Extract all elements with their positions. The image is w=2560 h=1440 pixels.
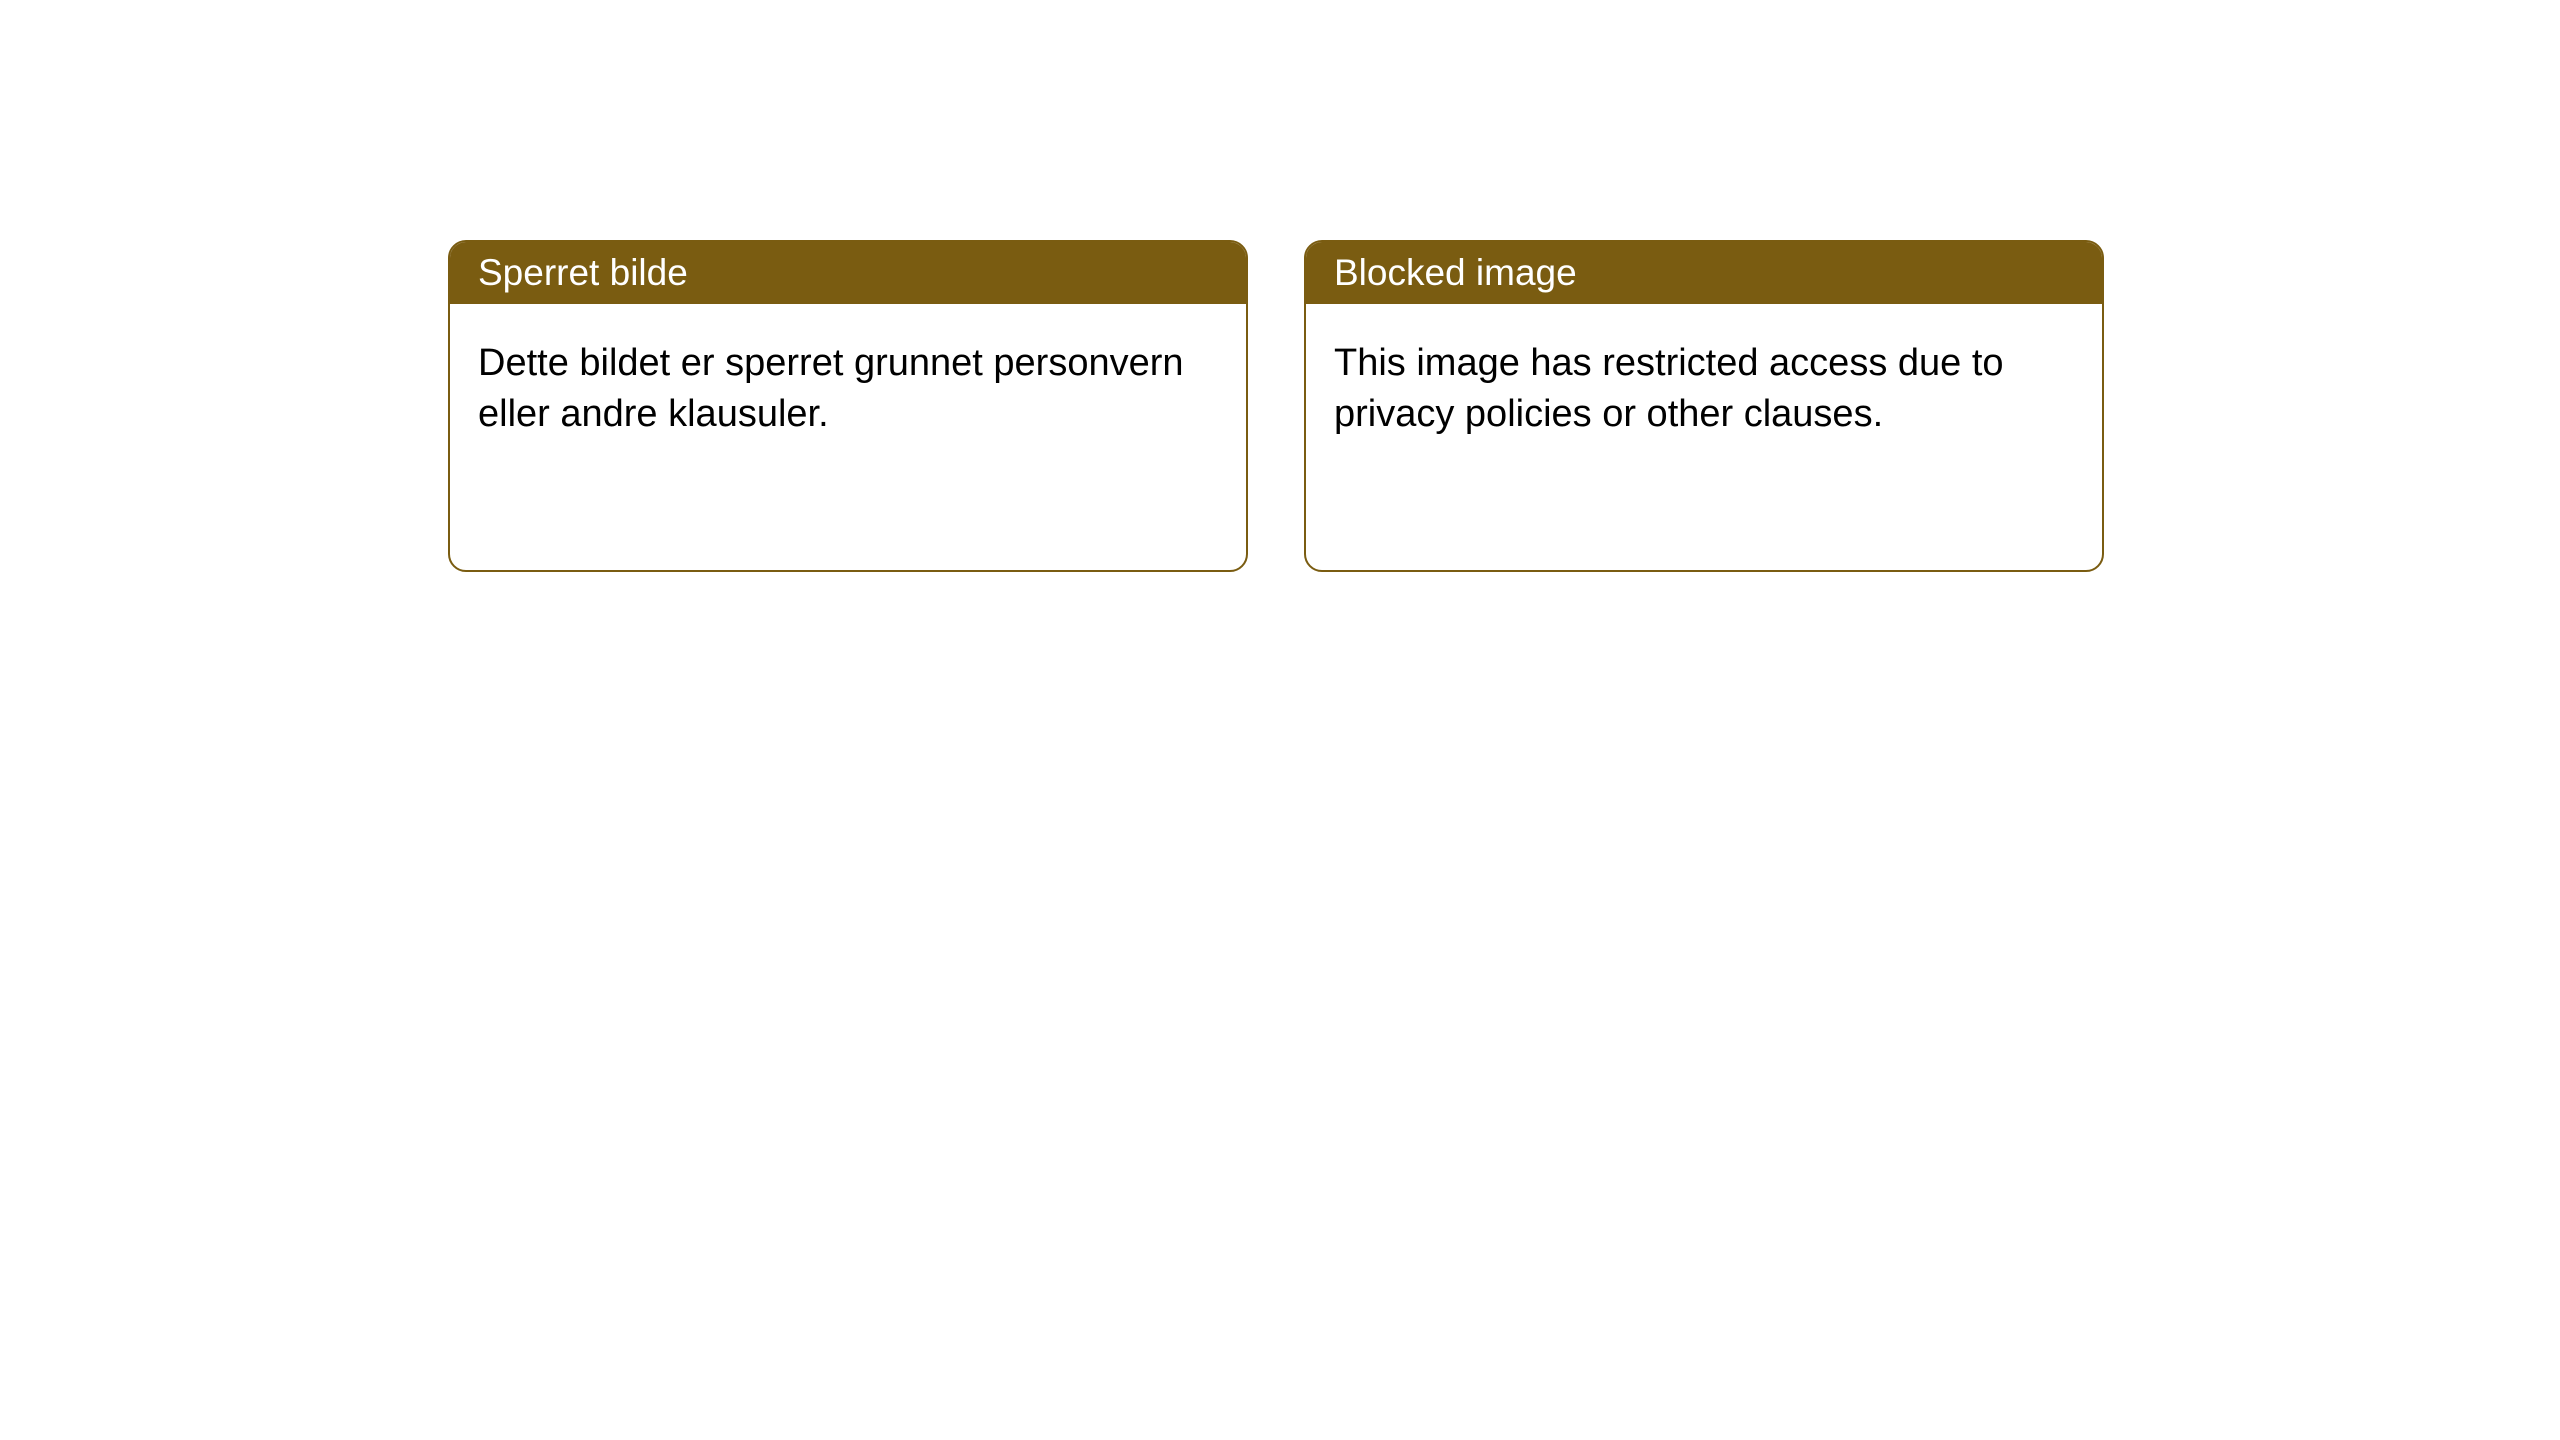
notice-body-en: This image has restricted access due to … — [1306, 304, 2102, 475]
notice-card-en: Blocked image This image has restricted … — [1304, 240, 2104, 572]
notice-title-no: Sperret bilde — [450, 242, 1246, 304]
notice-title-en: Blocked image — [1306, 242, 2102, 304]
notice-container: Sperret bilde Dette bildet er sperret gr… — [448, 240, 2104, 572]
notice-card-no: Sperret bilde Dette bildet er sperret gr… — [448, 240, 1248, 572]
notice-body-no: Dette bildet er sperret grunnet personve… — [450, 304, 1246, 475]
